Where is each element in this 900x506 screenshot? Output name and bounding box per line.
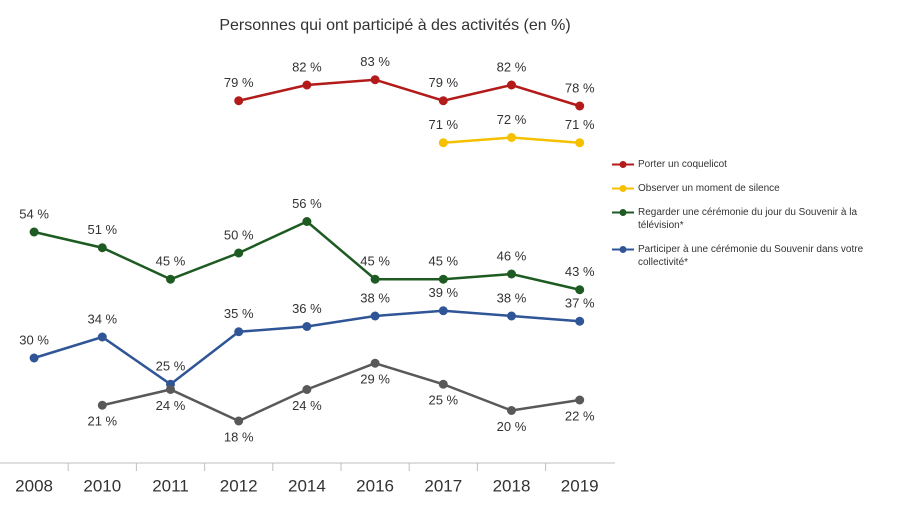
data-label: 18 % (224, 429, 254, 444)
data-label: 79 % (224, 75, 254, 90)
legend-label: Porter un coquelicot (638, 159, 727, 170)
data-point (234, 96, 244, 106)
data-label: 30 % (19, 332, 49, 347)
data-point (438, 379, 448, 389)
data-point (166, 385, 175, 394)
data-label: 20 % (497, 419, 527, 434)
data-label: 56 % (292, 196, 322, 211)
data-point (438, 138, 448, 148)
data-point (575, 316, 585, 326)
x-tick-label: 2019 (561, 476, 599, 495)
data-label: 79 % (428, 75, 458, 90)
data-point (507, 133, 516, 142)
legend-swatch (612, 246, 634, 253)
x-tick-label: 2016 (356, 476, 394, 495)
legend-label: Regarder une cérémonie du jour du Souven… (638, 207, 858, 231)
data-label: 39 % (428, 285, 458, 300)
data-label: 82 % (497, 59, 527, 74)
data-point (370, 75, 380, 85)
data-point (438, 96, 448, 106)
data-point (370, 358, 380, 368)
data-label: 25 % (156, 359, 186, 374)
data-point (97, 243, 107, 253)
data-point (575, 395, 585, 405)
data-point (507, 406, 516, 415)
data-label: 36 % (292, 301, 322, 316)
legend-label: Observer un moment de silence (638, 183, 780, 194)
x-tick-label: 2011 (152, 476, 189, 495)
data-point (370, 311, 380, 321)
data-label: 54 % (19, 206, 49, 221)
data-label: 45 % (360, 254, 390, 269)
data-point (97, 400, 107, 410)
data-label: 78 % (565, 80, 595, 95)
data-point (234, 327, 244, 337)
data-label: 24 % (292, 398, 322, 413)
x-tick-label: 2012 (220, 476, 258, 495)
series-line (238, 78, 581, 108)
data-label: 46 % (497, 248, 527, 263)
legend-item: Observer un moment de silence (612, 182, 892, 195)
legend-swatch (612, 185, 634, 192)
legend-label: Participer à une cérémonie du Souvenir d… (638, 244, 864, 268)
data-label: 71 % (565, 117, 595, 132)
data-label: 38 % (497, 290, 527, 305)
x-tick-label: 2008 (15, 476, 53, 495)
data-point (29, 353, 39, 363)
data-point (438, 306, 448, 316)
data-point (302, 217, 312, 226)
data-label: 50 % (224, 227, 254, 242)
data-label: 83 % (360, 54, 390, 69)
x-tick-label: 2010 (83, 476, 121, 495)
data-label: 38 % (360, 290, 390, 305)
data-point (507, 269, 516, 279)
data-label: 24 % (156, 398, 186, 413)
data-point (370, 274, 380, 284)
data-point (302, 322, 312, 331)
data-label: 34 % (87, 311, 117, 326)
data-point (97, 332, 107, 342)
data-point (575, 101, 585, 111)
data-point (438, 274, 448, 284)
data-point (507, 311, 516, 321)
x-tick-label: 2014 (288, 476, 326, 495)
x-tick-label: 2018 (493, 476, 531, 495)
chart-title: Personnes qui ont participé à des activi… (219, 17, 570, 34)
data-label: 22 % (565, 408, 595, 423)
data-label: 45 % (428, 254, 458, 269)
data-label: 25 % (428, 393, 458, 408)
data-label: 71 % (428, 117, 458, 132)
data-point (166, 274, 175, 284)
legend-item: Participer à une cérémonie du Souvenir d… (612, 243, 892, 269)
data-point (234, 416, 244, 426)
data-label: 72 % (497, 112, 527, 127)
legend-swatch (612, 209, 634, 216)
data-label: 21 % (87, 414, 117, 429)
legend-item: Regarder une cérémonie du jour du Souven… (612, 206, 892, 232)
x-tick-label: 2017 (424, 476, 462, 495)
data-label: 37 % (565, 296, 595, 311)
data-point (575, 138, 585, 148)
data-label: 35 % (224, 306, 254, 321)
series-line (102, 361, 580, 423)
legend: Porter un coquelicot Observer un moment d… (612, 158, 892, 280)
data-label: 29 % (360, 372, 390, 387)
data-point (575, 285, 585, 295)
data-point (507, 80, 516, 90)
data-point (29, 227, 39, 237)
data-label: 82 % (292, 59, 322, 74)
data-point (302, 385, 312, 394)
data-label: 43 % (565, 264, 595, 279)
data-label: 51 % (87, 222, 117, 237)
legend-swatch (612, 161, 634, 168)
legend-item: Porter un coquelicot (612, 158, 892, 171)
data-point (234, 248, 244, 258)
data-label: 45 % (156, 254, 186, 269)
data-point (302, 80, 312, 90)
